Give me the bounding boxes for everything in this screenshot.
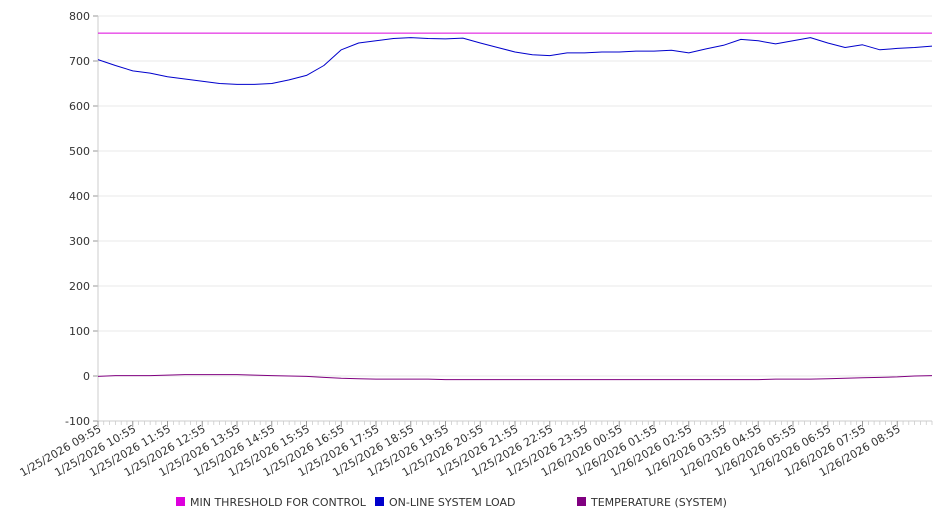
y-tick-label: 800: [69, 10, 90, 23]
y-tick-label: 300: [69, 235, 90, 248]
series-line-1: [97, 37, 933, 85]
legend-swatch: [176, 497, 185, 506]
y-tick-label: 400: [69, 190, 90, 203]
y-tick-label: 100: [69, 325, 90, 338]
axes: [97, 16, 932, 422]
legend-label: MIN THRESHOLD FOR CONTROL: [190, 496, 367, 509]
legend-swatch: [375, 497, 384, 506]
x-axis-tick-labels: 1/25/2026 09:551/25/2026 10:551/25/2026 …: [18, 421, 903, 479]
y-tick-label: -100: [65, 415, 90, 428]
legend-swatch: [577, 497, 586, 506]
series-lines: [97, 32, 933, 381]
y-tick-label: 500: [69, 145, 90, 158]
legend-label: TEMPERATURE (SYSTEM): [590, 496, 727, 509]
y-tick-label: 0: [83, 370, 90, 383]
legend: MIN THRESHOLD FOR CONTROL ON-LINE SYSTEM …: [176, 496, 727, 509]
y-tick-label: 700: [69, 55, 90, 68]
y-tick-label: 600: [69, 100, 90, 113]
legend-label: ON-LINE SYSTEM LOAD: [389, 496, 515, 509]
y-tick-label: 200: [69, 280, 90, 293]
y-axis-tick-labels: -100 0 100 200 300 400 500 600 700 800: [65, 10, 90, 428]
grid-lines: [93, 15, 932, 422]
series-line-2: [97, 374, 933, 381]
